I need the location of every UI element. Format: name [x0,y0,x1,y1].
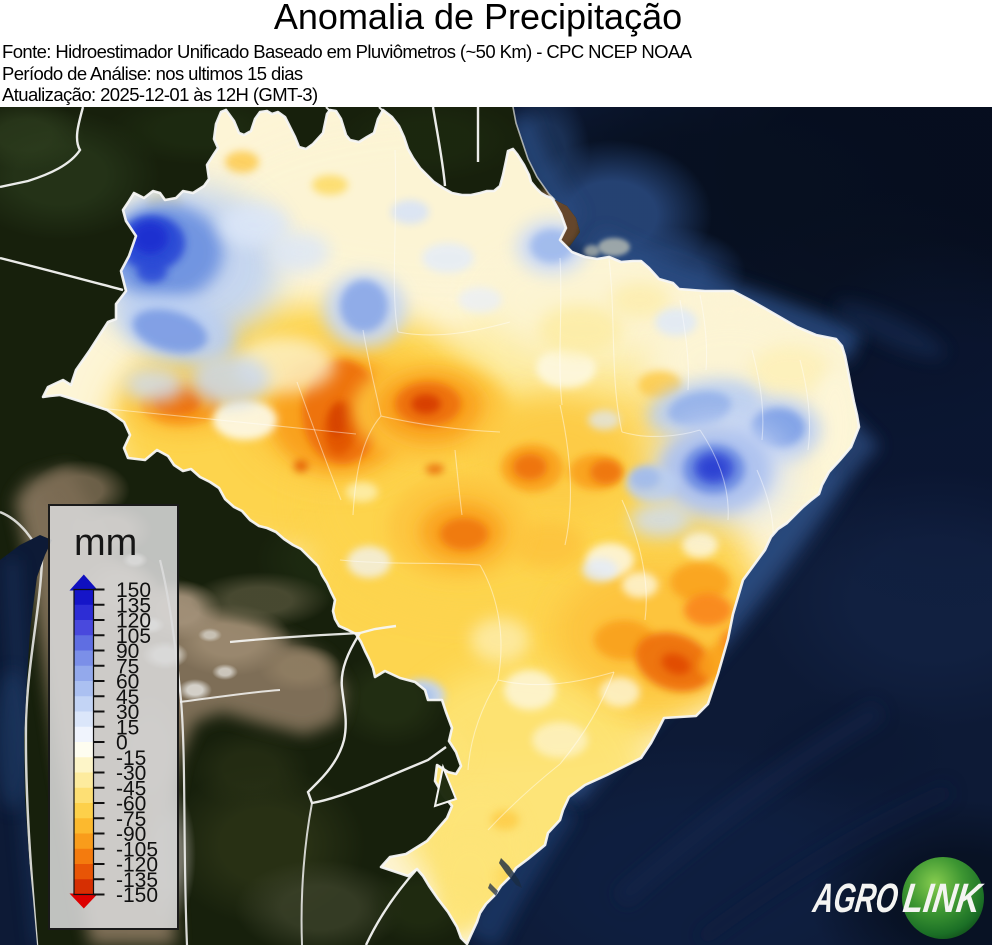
svg-text:-15: -15 [116,747,146,770]
svg-text:-135: -135 [116,869,158,892]
svg-text:AGRO: AGRO [810,875,901,921]
svg-text:-150: -150 [116,884,158,907]
svg-text:45: 45 [116,686,139,709]
svg-text:-60: -60 [116,793,146,816]
svg-text:-105: -105 [116,838,158,861]
svg-text:120: 120 [116,610,151,633]
svg-text:-75: -75 [116,808,146,831]
svg-text:30: 30 [116,701,139,724]
svg-text:90: 90 [116,640,139,663]
svg-text:75: 75 [116,655,139,678]
svg-text:150: 150 [116,579,151,602]
svg-text:-30: -30 [116,762,146,785]
svg-text:60: 60 [116,671,139,694]
svg-text:15: 15 [116,716,139,739]
svg-text:-120: -120 [116,854,158,877]
svg-text:-45: -45 [116,777,146,800]
svg-text:-90: -90 [116,823,146,846]
svg-text:135: 135 [116,594,151,617]
svg-text:LINK: LINK [901,875,987,921]
svg-text:0: 0 [116,732,128,755]
svg-text:105: 105 [116,625,151,648]
